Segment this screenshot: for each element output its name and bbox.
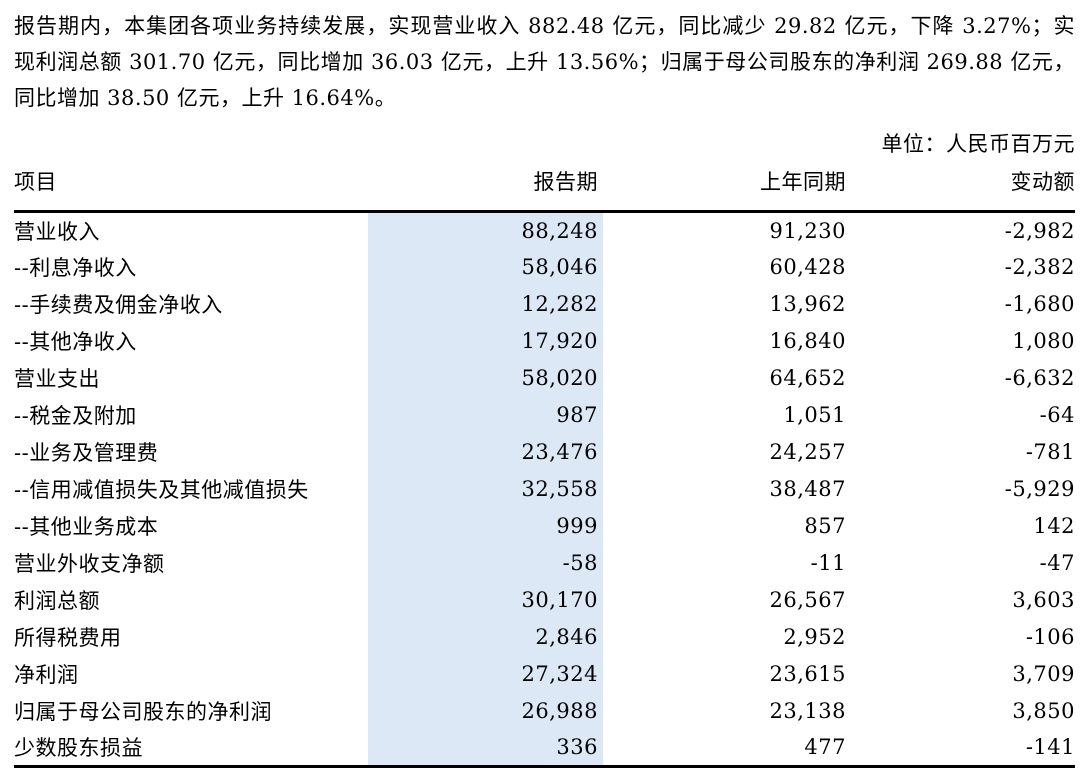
prior-period-cell: 23,615 bbox=[769, 662, 846, 686]
item-cell: --其他业务成本 bbox=[14, 515, 159, 539]
change-cell: -64 bbox=[1039, 403, 1075, 427]
table-row: --业务及管理费 23,476 24,257 -781 bbox=[14, 433, 1075, 471]
change-cell: -47 bbox=[1039, 551, 1075, 575]
item-cell: 营业外收支净额 bbox=[14, 552, 165, 576]
change-cell: -141 bbox=[1025, 735, 1075, 760]
table-row: --信用减值损失及其他减值损失 32,558 38,487 -5,929 bbox=[14, 470, 1075, 508]
change-cell: 142 bbox=[1033, 514, 1075, 538]
item-cell: 营业支出 bbox=[14, 367, 100, 391]
intro-paragraph: 报告期内，本集团各项业务持续发展，实现营业收入 882.48 亿元，同比减少 2… bbox=[14, 14, 1075, 110]
item-cell: --信用减值损失及其他减值损失 bbox=[14, 478, 309, 502]
table-row: --利息净收入 58,046 60,428 -2,382 bbox=[14, 248, 1075, 286]
change-cell: -5,929 bbox=[1004, 477, 1075, 501]
change-cell: 3,709 bbox=[1012, 662, 1075, 686]
reporting-period-cell: 27,324 bbox=[368, 655, 603, 693]
reporting-period-cell: 17,920 bbox=[368, 322, 603, 360]
item-cell: 少数股东损益 bbox=[14, 736, 143, 761]
table-row: 营业收入 88,248 91,230 -2,982 bbox=[14, 211, 1075, 249]
prior-period-cell: 2,952 bbox=[783, 625, 846, 649]
unit-label: 单位：人民币百万元 bbox=[881, 132, 1075, 156]
prior-period-cell: 60,428 bbox=[769, 255, 846, 279]
change-cell: -781 bbox=[1025, 440, 1075, 464]
prior-period-cell: 857 bbox=[804, 514, 846, 538]
item-cell: 归属于母公司股东的净利润 bbox=[14, 700, 272, 724]
prior-period-cell: 1,051 bbox=[783, 403, 846, 427]
prior-period-cell: 91,230 bbox=[769, 218, 846, 243]
prior-period-cell: 38,487 bbox=[769, 477, 846, 501]
table-row: 少数股东损益 336 477 -141 bbox=[14, 729, 1075, 767]
reporting-period-cell: -58 bbox=[368, 544, 603, 582]
prior-period-cell: 64,652 bbox=[769, 366, 846, 390]
table-row: 利润总额 30,170 26,567 3,603 bbox=[14, 581, 1075, 619]
change-cell: 1,080 bbox=[1012, 329, 1075, 353]
table-row: --其他净收入 17,920 16,840 1,080 bbox=[14, 322, 1075, 360]
column-header-reporting-period: 报告期 bbox=[533, 170, 598, 194]
table-row: 归属于母公司股东的净利润 26,988 23,138 3,850 bbox=[14, 692, 1075, 730]
item-cell: --手续费及佣金净收入 bbox=[14, 293, 223, 317]
column-header-item: 项目 bbox=[14, 170, 57, 194]
item-cell: 利润总额 bbox=[14, 589, 100, 613]
reporting-period-cell: 987 bbox=[368, 396, 603, 434]
change-cell: -1,680 bbox=[1004, 292, 1075, 316]
item-cell: --其他净收入 bbox=[14, 330, 137, 354]
change-cell: 3,850 bbox=[1012, 699, 1075, 723]
item-cell: --利息净收入 bbox=[14, 256, 137, 280]
reporting-period-cell: 999 bbox=[368, 507, 603, 545]
reporting-period-cell: 26,988 bbox=[368, 692, 603, 730]
table-row: 所得税费用 2,846 2,952 -106 bbox=[14, 618, 1075, 656]
table-header-row: 项目 报告期 上年同期 变动额 bbox=[14, 156, 1075, 212]
prior-period-cell: 16,840 bbox=[769, 329, 846, 353]
item-cell: --税金及附加 bbox=[14, 404, 137, 428]
reporting-period-cell: 12,282 bbox=[368, 285, 603, 323]
change-cell: -6,632 bbox=[1004, 366, 1075, 390]
table-row: 营业外收支净额 -58 -11 -47 bbox=[14, 544, 1075, 582]
reporting-period-cell: 336 bbox=[368, 729, 603, 767]
change-cell: 3,603 bbox=[1012, 588, 1075, 612]
table-row: 净利润 27,324 23,615 3,709 bbox=[14, 655, 1075, 693]
reporting-period-cell: 2,846 bbox=[368, 618, 603, 656]
item-cell: 营业收入 bbox=[14, 219, 100, 244]
financial-table: 项目 报告期 上年同期 变动额 营业收入 88,248 91,230 -2,982 --… bbox=[14, 156, 1075, 768]
prior-period-cell: -11 bbox=[810, 551, 846, 575]
reporting-period-cell: 32,558 bbox=[368, 470, 603, 508]
table-body: 营业收入 88,248 91,230 -2,982 --利息净收入 58,046 60,42… bbox=[14, 211, 1075, 767]
prior-period-cell: 477 bbox=[804, 735, 846, 760]
prior-period-cell: 23,138 bbox=[769, 699, 846, 723]
table-row: --手续费及佣金净收入 12,282 13,962 -1,680 bbox=[14, 285, 1075, 323]
change-cell: -2,382 bbox=[1004, 255, 1075, 279]
item-cell: --业务及管理费 bbox=[14, 441, 159, 465]
prior-period-cell: 13,962 bbox=[769, 292, 846, 316]
column-header-change: 变动额 bbox=[1010, 170, 1075, 194]
change-cell: -106 bbox=[1025, 625, 1075, 649]
table-row: --其他业务成本 999 857 142 bbox=[14, 507, 1075, 545]
table-row: 营业支出 58,020 64,652 -6,632 bbox=[14, 359, 1075, 397]
column-header-prior-period: 上年同期 bbox=[760, 170, 846, 194]
item-cell: 所得税费用 bbox=[14, 626, 122, 650]
reporting-period-cell: 23,476 bbox=[368, 433, 603, 471]
item-cell: 净利润 bbox=[14, 663, 79, 687]
table-row: --税金及附加 987 1,051 -64 bbox=[14, 396, 1075, 434]
prior-period-cell: 26,567 bbox=[769, 588, 846, 612]
reporting-period-cell: 30,170 bbox=[368, 581, 603, 619]
reporting-period-cell: 58,046 bbox=[368, 248, 603, 286]
prior-period-cell: 24,257 bbox=[769, 440, 846, 464]
reporting-period-cell: 58,020 bbox=[368, 359, 603, 397]
reporting-period-cell: 88,248 bbox=[368, 211, 603, 249]
change-cell: -2,982 bbox=[1004, 218, 1075, 243]
